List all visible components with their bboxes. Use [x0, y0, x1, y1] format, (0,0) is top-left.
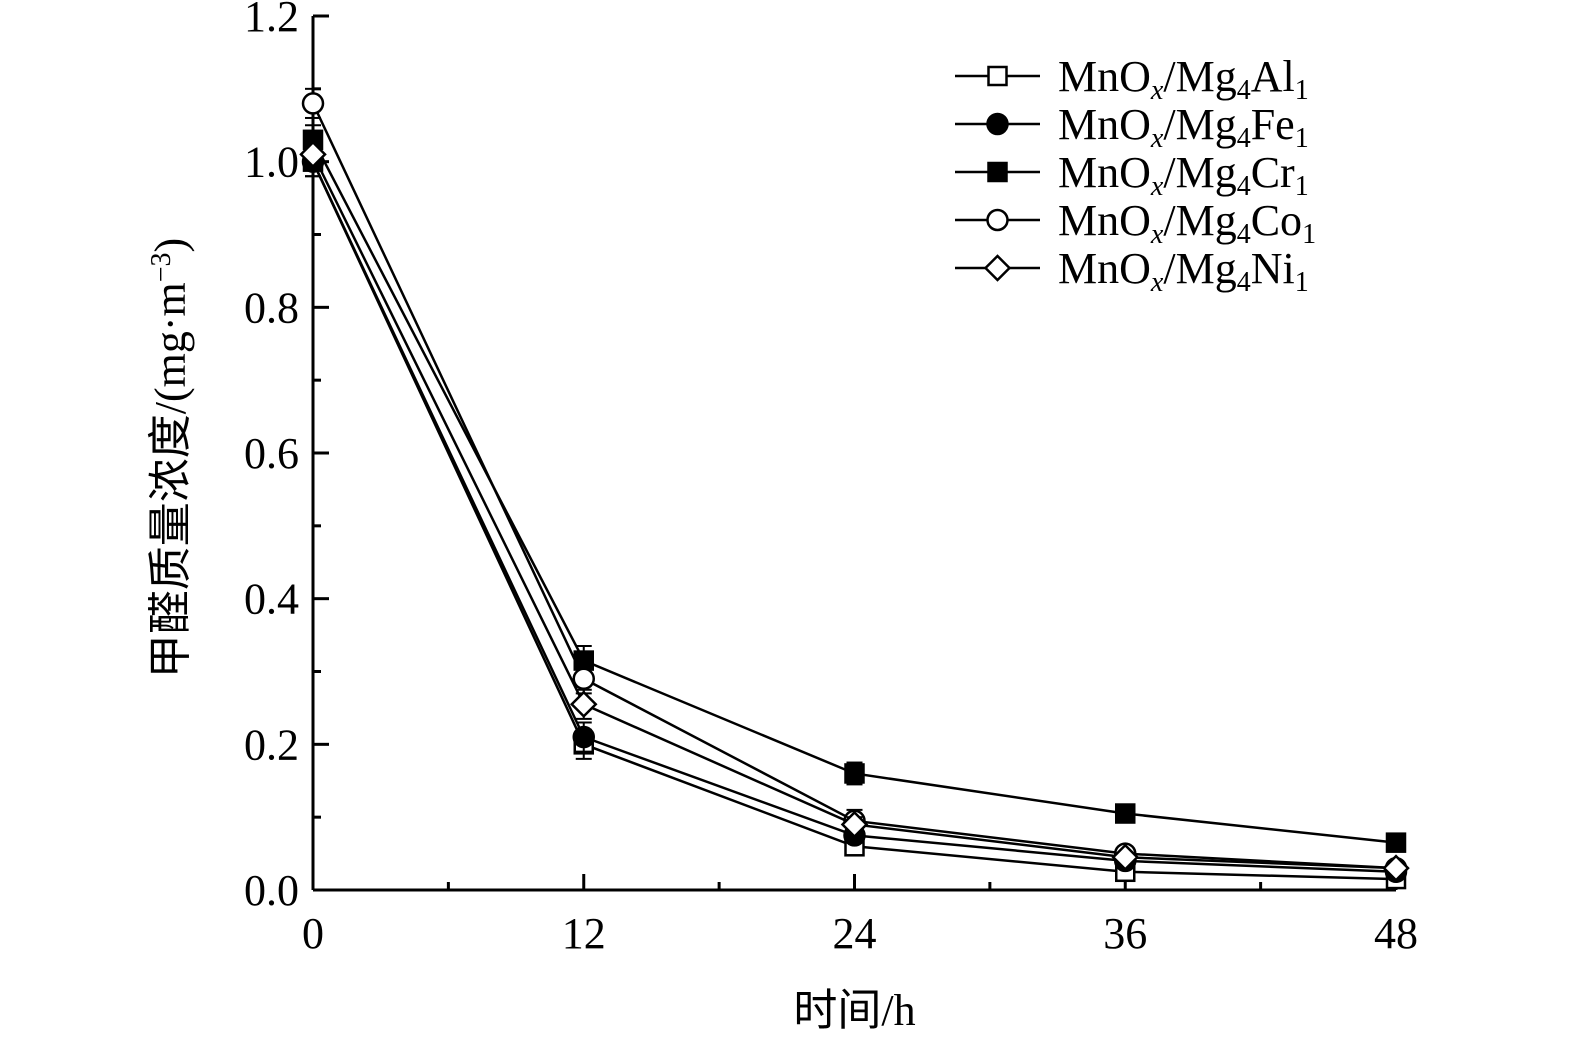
x-tick-label: 0: [302, 909, 324, 958]
series-layer: [299, 87, 1410, 890]
data-point: [1382, 854, 1410, 882]
y-tick-label: 0.8: [244, 283, 299, 332]
data-point: [569, 690, 598, 719]
x-tick-label: 36: [1103, 909, 1147, 958]
legend-entry: MnOx/Mg4Al1: [955, 52, 1309, 106]
y-axis-title-main: 甲醛质量浓度/(mg·m: [146, 282, 195, 678]
data-point: [844, 763, 865, 784]
data-point: [1115, 803, 1136, 824]
y-tick-label: 0.6: [244, 429, 299, 478]
data-point: [840, 810, 869, 839]
data-point: [1385, 832, 1407, 853]
legend-entry: MnOx/Mg4Cr1: [955, 148, 1309, 202]
data-point: [572, 725, 595, 749]
legend-label: MnOx/Mg4Ni1: [1058, 244, 1309, 298]
y-axis-title-close: ): [146, 238, 195, 253]
y-tick-label: 1.2: [244, 0, 299, 41]
data-point: [1111, 843, 1140, 871]
legend-label: MnOx/Mg4Cr1: [1058, 148, 1309, 202]
legend: MnOx/Mg4Al1MnOx/Mg4Fe1MnOx/Mg4Cr1MnOx/Mg…: [955, 52, 1316, 298]
y-axis-title-exponent: −3: [146, 252, 177, 282]
data-point: [299, 140, 327, 169]
x-tick-label: 48: [1374, 909, 1418, 958]
data-point: [572, 667, 595, 691]
legend-entry: MnOx/Mg4Fe1: [955, 100, 1309, 154]
y-tick-label: 0.2: [244, 720, 299, 769]
legend-entry: MnOx/Mg4Ni1: [955, 244, 1309, 298]
series-5: [299, 138, 1410, 882]
legend-marker: [983, 254, 1012, 282]
y-tick-label: 0.4: [244, 575, 299, 624]
x-tick-label: 24: [833, 909, 877, 958]
data-point: [301, 92, 325, 115]
series-4: [301, 87, 1408, 880]
legend-entry: MnOx/Mg4Co1: [955, 196, 1316, 250]
x-tick-label: 12: [562, 909, 606, 958]
legend-marker: [986, 112, 1009, 136]
legend-label: MnOx/Mg4Co1: [1058, 196, 1316, 250]
legend-label: MnOx/Mg4Al1: [1058, 52, 1309, 106]
x-axis-title: 时间/h: [793, 986, 915, 1035]
y-axis-title: 甲醛质量浓度/(mg·m−3): [146, 238, 196, 678]
legend-marker: [987, 65, 1008, 87]
y-tick-label: 1.0: [244, 138, 299, 187]
ticks: 0 12 24 36 48 0.0 0.2 0.4 0.6 0.8 1.0 1.2: [244, 0, 1418, 958]
y-tick-label: 0.0: [244, 866, 299, 915]
legend-marker: [986, 208, 1009, 232]
legend-label: MnOx/Mg4Fe1: [1058, 100, 1309, 154]
legend-marker: [987, 161, 1008, 183]
